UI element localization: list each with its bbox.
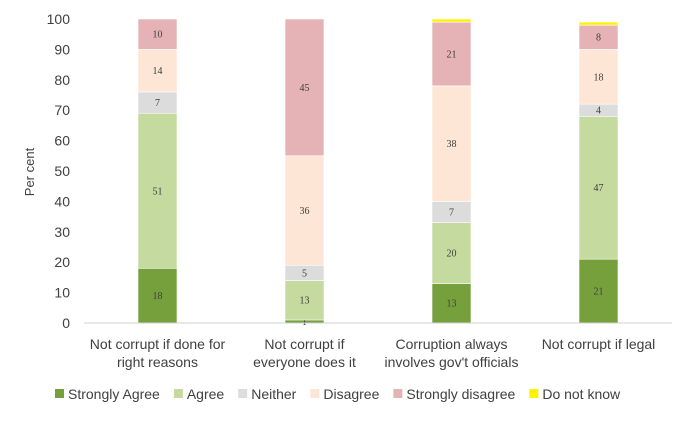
data-label: 13 (300, 296, 310, 307)
legend-label: Strongly Agree (68, 386, 160, 402)
y-tick-label: 0 (62, 315, 70, 331)
y-tick-label: 20 (54, 254, 70, 270)
data-label: 5 (302, 268, 307, 279)
bar-segment (578, 49, 619, 105)
legend-swatch (238, 389, 248, 398)
data-label: 21 (447, 49, 457, 60)
data-label: 4 (596, 106, 601, 117)
data-label: 7 (155, 98, 160, 109)
data-label: 47 (594, 183, 604, 194)
data-label: 21 (594, 287, 604, 298)
bar-segment (431, 18, 472, 23)
data-label: 1 (302, 317, 307, 328)
x-category-label: Corruption always (395, 336, 507, 352)
data-label: 8 (596, 33, 601, 44)
legend-swatch (173, 389, 183, 398)
x-category-label: Not corrupt if (264, 336, 344, 352)
bar-segment (431, 21, 472, 87)
bar-segment (137, 112, 178, 269)
data-label: 18 (153, 291, 163, 302)
legend-item: Neither (238, 386, 297, 402)
bars: 18 51 7 14 10 1 13 5 36 45 13 20 7 38 21 21 47 4 18 8 (137, 18, 619, 328)
x-axis-labels: Not corrupt if done for right reasons Not … (90, 336, 656, 370)
bar-segment (578, 258, 619, 324)
legend-label: Strongly disagree (406, 386, 515, 402)
data-label: 13 (447, 299, 457, 310)
bar-segment (284, 18, 325, 157)
bar-segment (137, 49, 178, 93)
data-label: 7 (449, 208, 454, 219)
data-label: 51 (153, 186, 163, 197)
legend-label: Disagree (323, 386, 379, 402)
bar-segment (431, 283, 472, 324)
y-tick-label: 50 (54, 163, 70, 179)
data-label: 10 (153, 30, 163, 41)
legend-item: Disagree (310, 386, 380, 402)
x-category-label: everyone does it (253, 354, 356, 370)
legend-swatch (529, 389, 539, 398)
data-label: 18 (594, 72, 604, 83)
data-label: 45 (300, 83, 310, 94)
legend-label: Do not know (542, 386, 621, 402)
legend-item: Agree (173, 386, 225, 402)
data-label: 14 (153, 66, 163, 77)
bar-segment (431, 222, 472, 284)
bar-segment (578, 21, 619, 26)
legend-label: Agree (187, 386, 225, 402)
bar-segment (578, 115, 619, 260)
legend-label: Neither (251, 386, 296, 402)
data-label: 36 (300, 206, 310, 217)
data-label: 20 (447, 249, 457, 260)
y-tick-label: 40 (54, 193, 70, 209)
bar-segment (137, 18, 178, 50)
y-tick-label: 90 (54, 41, 70, 57)
bar-segment (137, 267, 178, 324)
data-label: 38 (447, 139, 457, 150)
y-tick-label: 100 (47, 11, 71, 27)
legend-item: Strongly Agree (55, 386, 160, 402)
x-category-label: involves gov't officials (385, 354, 519, 370)
legend-swatch (55, 389, 64, 398)
legend-swatch (393, 389, 403, 398)
y-tick-label: 60 (54, 133, 70, 149)
y-tick-label: 80 (54, 72, 70, 88)
y-axis: 0 10 20 30 40 50 60 70 80 90 100 (47, 11, 71, 331)
y-tick-label: 30 (54, 224, 70, 240)
legend-item: Strongly disagree (393, 386, 516, 402)
y-axis-label: Per cent (22, 147, 37, 196)
legend-swatch (310, 389, 320, 398)
legend: Strongly Agree Agree Neither Disagree Strong… (55, 386, 621, 402)
y-tick-label: 10 (54, 285, 70, 301)
x-category-label: Not corrupt if done for (90, 336, 226, 352)
x-category-label: right reasons (117, 354, 198, 370)
legend-item: Do not know (529, 386, 621, 402)
bar-segment (431, 85, 472, 202)
x-category-label: Not corrupt if legal (542, 336, 656, 352)
bar-segment (578, 24, 619, 50)
y-tick-label: 70 (54, 102, 70, 118)
